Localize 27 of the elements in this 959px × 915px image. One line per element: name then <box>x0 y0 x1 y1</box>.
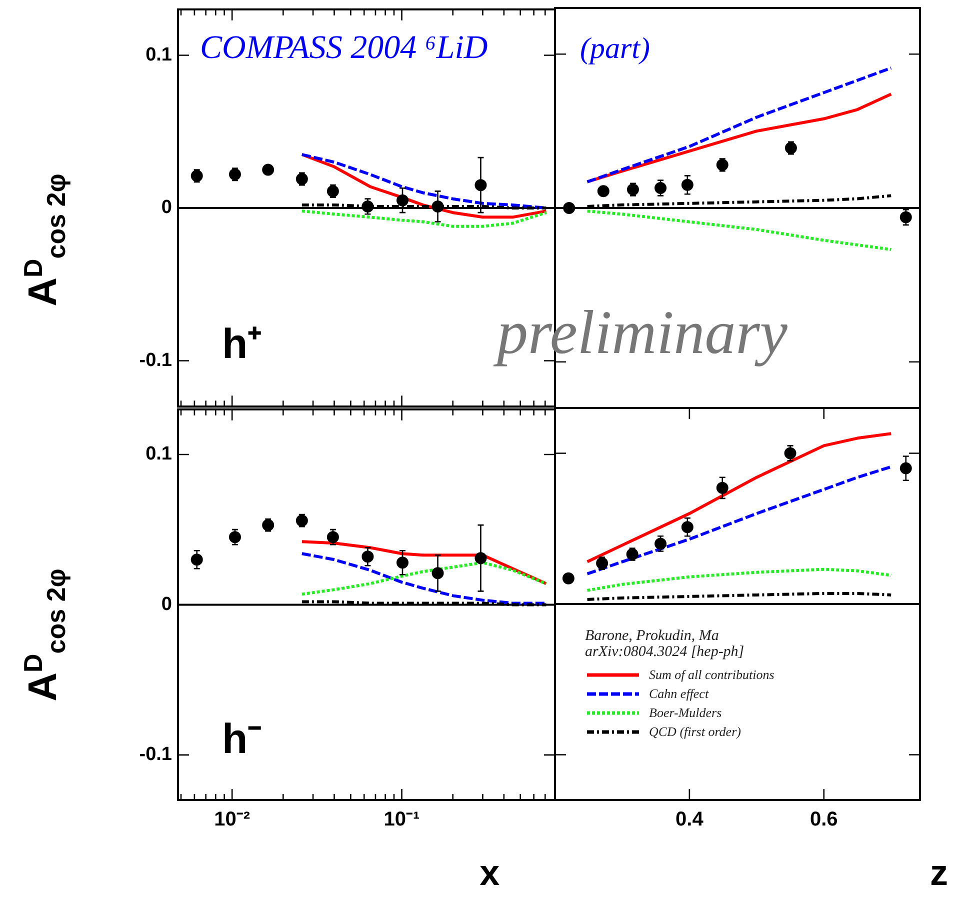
x-tick-label: 0.6 <box>810 808 838 831</box>
legend-title: Barone, Prokudin, Ma arXiv:0804.3024 [hep-ph] <box>585 628 746 660</box>
y-tick-label: 0 <box>161 594 172 615</box>
annotation: (part) <box>580 32 650 66</box>
legend-label: QCD (first order) <box>649 724 741 740</box>
legend-label: Boer-Mulders <box>649 705 722 722</box>
legend-label: Cahn effect <box>649 686 709 702</box>
legend-label: Sum of all contributions <box>649 667 774 684</box>
x-tick-label: 0.4 <box>676 808 704 831</box>
x-tick-label: 10⁻¹ <box>384 808 420 831</box>
point <box>597 185 610 198</box>
x-axis-title: x <box>480 852 500 894</box>
point <box>654 182 667 194</box>
point <box>681 178 694 191</box>
y-tick-label: 0 <box>161 197 172 218</box>
y-tick-label: 0.1 <box>146 444 172 465</box>
y-tick-label: -0.1 <box>139 744 172 766</box>
point <box>681 521 694 534</box>
y-tick-label: 0.1 <box>146 44 172 66</box>
x-axis-title: z <box>930 852 948 894</box>
annotation: h⁻ <box>222 714 262 764</box>
x-tick-label: 10⁻² <box>214 808 250 831</box>
annotation: h⁺ <box>222 319 262 369</box>
annotation: COMPASS 2004 ⁶LiD <box>200 30 488 67</box>
point <box>562 572 574 584</box>
point <box>654 538 667 550</box>
y-tick-label: -0.1 <box>139 350 172 372</box>
